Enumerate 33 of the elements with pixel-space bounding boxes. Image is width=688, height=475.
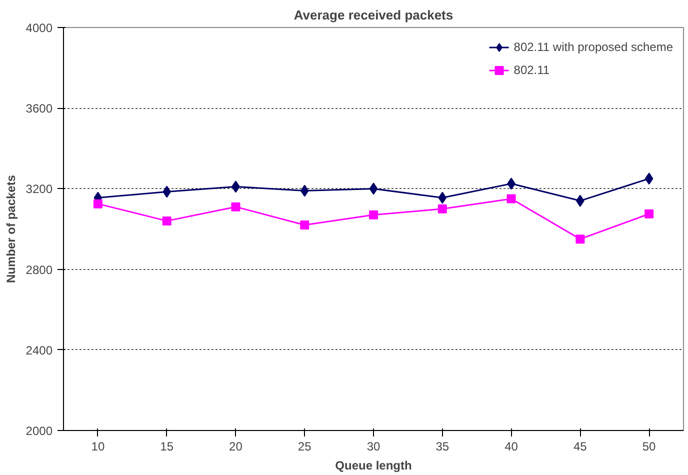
point	[93, 199, 102, 208]
point	[369, 182, 378, 195]
x-tick-label: 45	[573, 440, 588, 454]
x-axis-title: Queue length	[335, 458, 412, 472]
point	[300, 220, 310, 230]
y-tick-label: 4000	[26, 21, 53, 35]
point	[300, 184, 309, 197]
y-tick-label: 3200	[26, 182, 53, 196]
x-tick-label: 20	[229, 440, 243, 454]
point	[506, 194, 516, 204]
point	[644, 209, 654, 218]
y-axis-title: Number of packets	[4, 174, 18, 284]
x-tick-label: 30	[366, 440, 380, 454]
legend-label: 802.11	[514, 63, 550, 77]
legend-label: 802.11 with proposed scheme	[514, 40, 673, 54]
x-tick-label: 25	[298, 440, 312, 454]
y-tick-label: 2000	[26, 424, 53, 438]
point	[438, 204, 447, 214]
y-tick-label: 2800	[26, 262, 53, 277]
y-tick-label: 3600	[26, 102, 53, 116]
x-tick-label: 50	[642, 440, 656, 454]
x-tick-label: 10	[91, 440, 105, 454]
point	[644, 172, 654, 185]
point	[231, 202, 240, 212]
x-tick-label: 35	[436, 440, 450, 454]
point	[162, 216, 172, 226]
y-tick-label: 2400	[26, 343, 53, 358]
chart-title: Average received packets	[294, 8, 454, 22]
point	[438, 192, 447, 204]
x-tick-label: 40	[504, 440, 518, 454]
x-tick-label: 15	[160, 440, 174, 454]
point	[369, 210, 378, 220]
point	[576, 234, 585, 244]
